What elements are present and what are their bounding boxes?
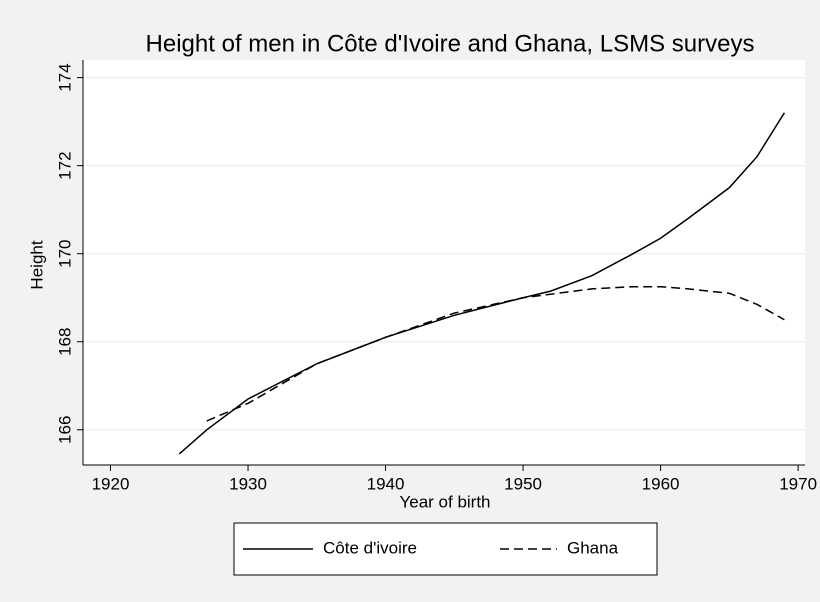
legend-label: Côte d'ivoire <box>323 538 417 557</box>
x-axis-label: Year of birth <box>399 492 490 511</box>
x-tick-label: 1960 <box>642 474 680 493</box>
x-tick-label: 1950 <box>504 474 542 493</box>
y-tick-label: 172 <box>55 151 74 179</box>
plot-area <box>83 60 805 465</box>
y-tick-label: 174 <box>55 63 74 91</box>
series-line <box>206 285 785 422</box>
y-tick-label: 168 <box>55 328 74 356</box>
x-tick-label: 1930 <box>229 474 267 493</box>
chart-title: Height of men in Côte d'Ivoire and Ghana… <box>146 30 755 57</box>
x-tick-label: 1970 <box>779 474 817 493</box>
y-tick-label: 166 <box>55 416 74 444</box>
legend-label: Ghana <box>567 538 619 557</box>
x-tick-label: 1920 <box>92 474 130 493</box>
series-line <box>178 112 786 455</box>
y-tick-label: 170 <box>55 240 74 268</box>
x-tick-label: 1940 <box>367 474 405 493</box>
y-axis-label: Height <box>27 240 46 289</box>
